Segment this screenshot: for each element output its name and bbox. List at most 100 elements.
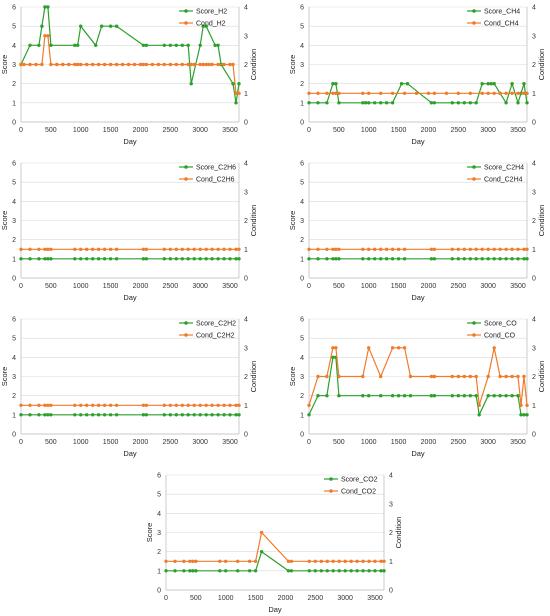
legend-marker: [472, 177, 476, 181]
data-point: [73, 247, 77, 251]
y-tick-label: 5: [300, 24, 304, 31]
y-axis-title: Score: [0, 211, 9, 231]
data-point: [102, 247, 107, 251]
data-point: [367, 394, 371, 398]
data-point: [334, 91, 338, 96]
x-tick-label: 2500: [308, 595, 324, 602]
data-point: [96, 413, 101, 417]
data-point: [516, 91, 520, 96]
y-tick-label: 2: [157, 549, 161, 556]
data-point: [37, 43, 41, 47]
data-point: [186, 247, 190, 251]
y2-axis-title: Condition: [394, 517, 403, 549]
data-point: [236, 569, 240, 573]
y2-tick-label: 2: [244, 62, 248, 69]
data-point: [396, 346, 401, 350]
legend-entry: Cond_H2: [179, 21, 226, 28]
data-point: [480, 91, 484, 96]
data-point: [361, 559, 365, 563]
legend-entry: Score_CO2: [324, 477, 378, 484]
y-tick-label: 6: [12, 317, 16, 324]
data-point: [222, 257, 226, 261]
data-point: [480, 257, 484, 261]
data-point: [114, 247, 119, 251]
legend-label: Cond_H2: [196, 21, 226, 28]
data-point: [79, 62, 83, 67]
data-point: [222, 62, 226, 67]
legend-marker: [184, 21, 188, 25]
data-point: [28, 413, 32, 417]
data-point: [91, 413, 95, 417]
legend-label: Score_CH4: [484, 9, 520, 16]
data-point: [337, 559, 341, 563]
y-tick-label: 4: [300, 199, 304, 206]
data-point: [307, 569, 311, 573]
data-point: [43, 413, 47, 417]
data-point: [516, 394, 520, 398]
data-point: [237, 257, 241, 261]
legend-label: Score_CO: [484, 321, 517, 328]
data-point: [334, 247, 338, 251]
x-tick-label: 1500: [391, 283, 407, 290]
y-tick-label: 1: [157, 568, 161, 575]
x-tick-label: 3500: [222, 283, 238, 290]
y-tick-label: 4: [300, 43, 304, 50]
x-tick-label: 0: [307, 283, 311, 290]
data-point: [525, 91, 529, 96]
y2-tick-label: 3: [532, 345, 536, 352]
y-axis-title: Score: [288, 211, 297, 231]
data-point: [492, 257, 496, 261]
y-tick-label: 5: [12, 336, 16, 343]
data-point: [216, 413, 220, 417]
data-point: [367, 346, 371, 350]
data-point: [46, 257, 50, 261]
y2-tick-label: 2: [532, 62, 536, 69]
x-tick-label: 3000: [192, 127, 208, 134]
data-point: [355, 569, 359, 573]
data-point: [450, 394, 454, 398]
data-point: [138, 62, 143, 67]
data-point: [325, 247, 329, 251]
x-tick-label: 1000: [361, 127, 377, 134]
data-point: [456, 91, 460, 96]
data-point: [186, 257, 190, 261]
y-tick-label: 5: [300, 336, 304, 343]
data-point: [525, 101, 529, 105]
data-point: [396, 247, 401, 251]
data-point: [168, 403, 172, 407]
data-point: [522, 247, 526, 251]
y2-tick-label: 4: [532, 5, 536, 12]
data-point: [180, 43, 184, 47]
data-point: [456, 394, 460, 398]
data-point: [382, 569, 386, 573]
data-point: [120, 62, 125, 67]
data-point: [114, 413, 119, 417]
data-point: [367, 569, 371, 573]
y-tick-label: 1: [12, 412, 16, 419]
y2-tick-label: 1: [532, 403, 536, 410]
data-point: [429, 257, 434, 261]
x-tick-label: 1000: [73, 439, 89, 446]
y-axis-title: Score: [0, 367, 9, 387]
y-tick-label: 1: [12, 256, 16, 263]
legend-label: Score_H2: [196, 9, 227, 16]
data-point: [522, 413, 526, 417]
data-point: [191, 569, 195, 573]
data-point: [337, 394, 341, 398]
data-point: [364, 101, 368, 105]
y-tick-label: 0: [12, 120, 16, 127]
x-tick-label: 500: [333, 283, 345, 290]
data-point: [510, 91, 514, 96]
y-tick-label: 4: [157, 511, 161, 518]
data-point: [379, 374, 383, 379]
data-point: [367, 101, 371, 105]
data-point: [94, 43, 98, 47]
data-point: [218, 569, 222, 573]
data-point: [228, 413, 232, 417]
data-point: [519, 413, 523, 417]
data-point: [486, 247, 490, 251]
legend-entry: Cond_C2H4: [467, 177, 523, 184]
y2-tick-label: 2: [532, 218, 536, 225]
data-point: [525, 413, 529, 417]
x-axis-title: Day: [411, 449, 425, 458]
